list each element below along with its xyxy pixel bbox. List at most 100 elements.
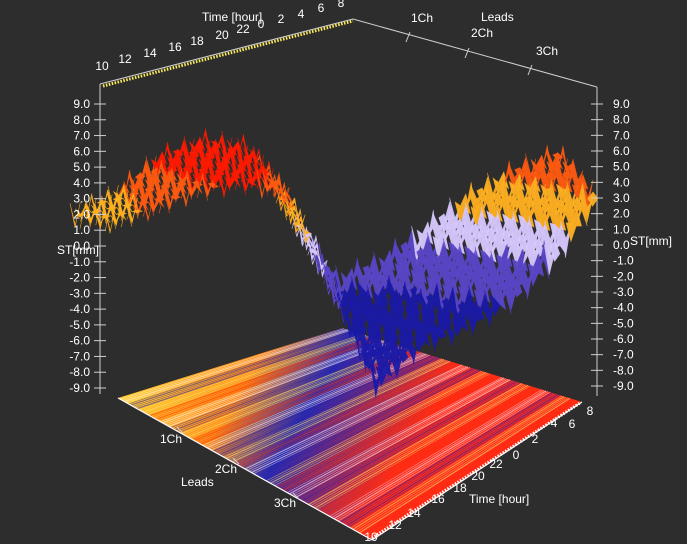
surface-facet [354,327,365,357]
z-tick-label-right: -7.0 [613,348,634,362]
surface-facet [355,335,366,373]
time-tick-label-top: 18 [190,34,204,48]
surface-facet [582,179,594,211]
lead-tick-mark-floor [232,457,240,465]
surface-facet [159,187,170,214]
time-tick-label-top: 6 [318,1,325,15]
lead-tick-label-floor: 2Ch [215,462,237,476]
surface-facet [523,204,535,228]
floor-stripe [301,381,517,502]
floor-stripe [234,361,453,464]
surface-facet [516,264,528,296]
surface-facet [307,240,319,275]
floor-stripe [274,373,491,486]
surface-facet [278,177,290,200]
surface-facet [267,180,279,195]
z-ticks-right: 9.0 8.07.0 6.0 5.04.0 3.0 2.01.0 0.0 -1.0-2.0 -3… [591,97,634,393]
surface-facet [452,300,464,328]
z-tick-label-left: -5.0 [69,318,90,332]
surface-facet [433,213,444,244]
z-tick-label-left: -6.0 [69,334,90,348]
floor-stripe [230,360,449,461]
floor-stripe [153,338,377,419]
surface-facet [480,227,492,257]
surface-facet [442,261,454,292]
surface-facet [421,271,432,309]
z-tick-label-left: -2.0 [69,271,90,285]
floor-stripe [335,391,549,521]
z-tick-label-right: -9.0 [613,379,634,393]
z-tick-label-right: 3.0 [613,191,630,205]
surface-facet [272,174,284,204]
surface-facet [403,335,414,361]
floor-stripe [268,371,485,483]
lead-tick-mark-top [464,47,470,59]
z-tick-label-right: 8.0 [613,113,630,127]
floor-stripe [282,375,499,491]
lead-tick-label-top: 2Ch [471,26,493,40]
surface-facet [371,320,383,340]
z-tick-label-left: 3.0 [73,192,90,206]
time-tick-label-top: 20 [215,28,229,42]
floor-stripe [272,372,489,485]
surface-facet [506,279,517,311]
z-tick-label-right: 6.0 [613,144,630,158]
surface-facet [550,200,562,229]
surface-facet [191,181,203,194]
time-axis-dense-ticks-top [102,19,354,88]
surface-facet [332,272,344,310]
top-back-edge [99,18,354,85]
surface-facet [104,207,116,234]
z-tick-label-left: 2.0 [73,207,90,221]
floor-stripe [352,395,565,530]
floor-stripe [155,338,379,420]
surface-facet [449,197,461,236]
floor-projection [117,328,583,541]
floor-stripe [126,330,351,404]
floor-stripe [314,384,529,509]
surface-facet [350,297,362,328]
lead-tick-mark-floor [292,492,300,500]
floor-stripe [225,358,445,459]
surface-facet [388,278,400,308]
z-tick-label-right: -5.0 [613,316,634,330]
surface-facet [153,197,165,209]
surface-facet [458,265,470,294]
floor-stripe [259,369,477,478]
surface-facet [357,261,369,292]
z-tick-label-left: -9.0 [69,381,90,395]
z-tick-label-left: 4.0 [73,176,90,190]
surface-facet [342,313,355,337]
floor-stripe [164,341,387,425]
surface-facet [554,225,566,254]
surface-facet [359,347,371,373]
floor-stripe [342,393,555,524]
surface-facet [528,216,540,255]
floor-stripe [318,386,533,511]
surface-facet [506,256,518,295]
surface-facet [474,246,486,284]
surface-facet [544,244,555,276]
time-ticks-top: 10 12 14 16 18 20 22 0 2 4 6 8 [95,0,354,88]
surface-facet [289,197,300,224]
floor-stripe [139,333,363,411]
floor-stripe [348,394,561,528]
floor-stripe [312,384,527,508]
surface-facet [478,294,490,324]
surface-facet [448,219,460,250]
floor-stripe [280,375,497,490]
surface-facet [511,277,523,298]
floor-stripe [246,365,465,471]
floor-stripe [253,367,471,475]
z-tick-label-left: -4.0 [69,302,90,316]
surface-facet [175,183,187,204]
surface-facet [517,248,529,272]
time-tick-label-floor: 6 [569,417,576,431]
floor-stripe [346,394,559,527]
surface-facet [518,196,530,222]
z-tick-label-right: -6.0 [613,332,634,346]
floor-stripe [310,383,525,506]
z-tick-label-right: -3.0 [613,285,634,299]
surface-facet [213,172,225,194]
floor-stripe [331,390,545,518]
